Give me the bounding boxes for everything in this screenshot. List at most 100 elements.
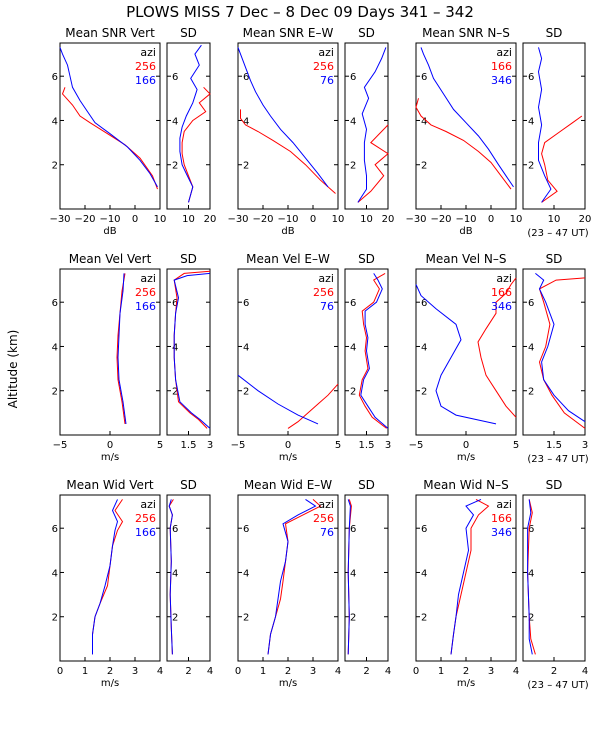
y-tick-label: 4 <box>243 342 249 353</box>
panel-title: Mean Vel Vert <box>69 252 152 266</box>
x-tick-label: −20 <box>74 214 95 225</box>
series-line-166 <box>168 499 173 655</box>
y-tick-label: 2 <box>172 161 178 172</box>
series-line-166 <box>117 273 127 424</box>
x-tick-label: 0 <box>285 440 291 451</box>
x-tick-label: 1.5 <box>181 440 197 451</box>
legend-heading: azi <box>496 272 512 285</box>
series-line-166 <box>541 115 583 203</box>
y-tick-label: 6 <box>243 524 249 535</box>
x-tick-label: 0 <box>235 666 241 677</box>
panel-title: SD <box>180 26 197 40</box>
x-tick-label: 4 <box>157 666 163 677</box>
x-tick-label: 3 <box>385 440 391 451</box>
legend-entry: 166 <box>491 286 512 299</box>
legend-entry: 346 <box>491 74 512 87</box>
y-axis-label: Altitude (km) <box>6 330 20 409</box>
x-axis-label: dB <box>459 226 472 237</box>
x-tick-label: 2 <box>107 666 113 677</box>
legend-entry: 256 <box>135 286 156 299</box>
series-line-346 <box>415 284 497 425</box>
series-line-256 <box>61 87 158 190</box>
x-tick-label: −20 <box>252 214 273 225</box>
x-tick-label: 3 <box>207 440 213 451</box>
y-tick-label: 4 <box>52 116 58 127</box>
legend-entry: 256 <box>313 60 334 73</box>
legend-heading: azi <box>140 272 156 285</box>
panel-title: Mean SNR E–W <box>243 26 334 40</box>
series-line-256 <box>358 272 387 429</box>
x-tick-label: 2 <box>185 666 191 677</box>
x-tick-label: 10 <box>332 214 345 225</box>
legend-heading: azi <box>140 46 156 59</box>
x-tick-label: −30 <box>227 214 248 225</box>
y-tick-label: 2 <box>172 387 178 398</box>
panel-title: Mean Wid E–W <box>244 478 332 492</box>
y-tick-label: 4 <box>421 342 427 353</box>
y-tick-label: 4 <box>52 568 58 579</box>
series-line-166 <box>538 277 586 429</box>
panel-title: Mean Wid Vert <box>66 478 153 492</box>
y-tick-label: 4 <box>172 116 178 127</box>
x-tick-label: 10 <box>360 214 373 225</box>
legend-entry: 166 <box>135 300 156 313</box>
series-line-166 <box>450 498 490 655</box>
time-range-label: (23 – 47 UT) <box>527 680 588 691</box>
chart-panel: SD 2 4 6 10 20 (23 – 47 UT) <box>522 26 592 239</box>
x-tick-label: 4 <box>582 666 588 677</box>
legend-entry: 256 <box>135 512 156 525</box>
series-line-76 <box>267 498 317 655</box>
y-tick-label: 4 <box>421 116 427 127</box>
series-line-76 <box>360 273 389 429</box>
legend-heading: azi <box>318 46 334 59</box>
y-tick-label: 2 <box>52 387 58 398</box>
y-tick-label: 4 <box>528 116 534 127</box>
legend-heading: azi <box>140 498 156 511</box>
x-tick-label: −30 <box>49 214 70 225</box>
chart-panel: SD 2 4 6 2 4 <box>344 478 391 677</box>
y-tick-label: 4 <box>172 342 178 353</box>
y-tick-label: 2 <box>350 387 356 398</box>
series-line-256 <box>287 383 339 429</box>
panel-title: SD <box>180 478 197 492</box>
x-tick-label: 3 <box>310 666 316 677</box>
x-tick-label: −30 <box>405 214 426 225</box>
chart-panel: SD 2 4 6 2 4 <box>166 478 213 677</box>
y-tick-label: 6 <box>528 72 534 83</box>
x-axis-label: dB <box>103 226 116 237</box>
x-tick-label: −5 <box>409 440 424 451</box>
panel-title: SD <box>180 252 197 266</box>
y-tick-label: 4 <box>172 568 178 579</box>
series-line-346 <box>450 498 482 655</box>
chart-panel: SD 2 4 6 10 20 <box>166 26 216 225</box>
x-axis-label: m/s <box>101 452 119 463</box>
x-axis-label: m/s <box>457 452 475 463</box>
series-line-166 <box>179 44 202 203</box>
panel-title: SD <box>546 252 563 266</box>
legend-heading: azi <box>496 498 512 511</box>
x-tick-label: 10 <box>510 214 523 225</box>
y-tick-label: 2 <box>350 613 356 624</box>
panel-title: SD <box>546 26 563 40</box>
y-tick-label: 6 <box>52 72 58 83</box>
y-tick-label: 6 <box>52 298 58 309</box>
y-tick-label: 4 <box>350 568 356 579</box>
panel-title: Mean Vel E–W <box>246 252 330 266</box>
legend-entry: 76 <box>320 526 334 539</box>
legend-entry: 346 <box>491 526 512 539</box>
series-line-76 <box>347 499 351 655</box>
x-axis-label: m/s <box>457 678 475 689</box>
x-tick-label: 0 <box>463 440 469 451</box>
x-tick-label: 1.5 <box>359 440 375 451</box>
legend-entry: 76 <box>320 74 334 87</box>
legend-entry: 166 <box>135 74 156 87</box>
x-tick-label: 20 <box>579 214 592 225</box>
x-tick-label: 2 <box>363 666 369 677</box>
series-line-346 <box>537 47 552 203</box>
